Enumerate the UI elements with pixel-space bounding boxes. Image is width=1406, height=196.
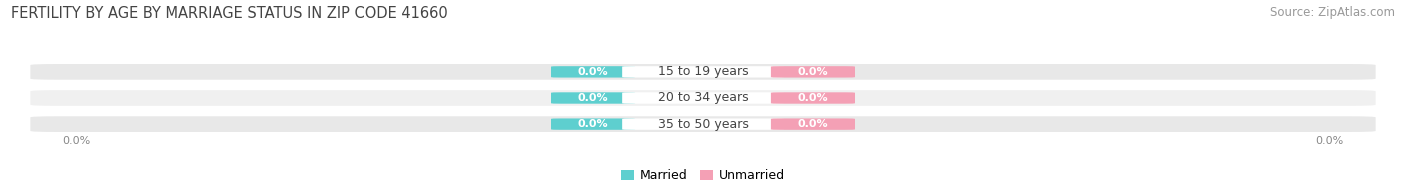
Text: 0.0%: 0.0% bbox=[578, 119, 609, 129]
FancyBboxPatch shape bbox=[31, 90, 1375, 106]
FancyBboxPatch shape bbox=[770, 92, 855, 104]
FancyBboxPatch shape bbox=[621, 92, 785, 104]
FancyBboxPatch shape bbox=[551, 92, 636, 104]
Legend: Married, Unmarried: Married, Unmarried bbox=[621, 169, 785, 182]
FancyBboxPatch shape bbox=[551, 66, 636, 78]
Text: 0.0%: 0.0% bbox=[797, 93, 828, 103]
FancyBboxPatch shape bbox=[31, 64, 1375, 80]
Text: 0.0%: 0.0% bbox=[797, 119, 828, 129]
Text: 0.0%: 0.0% bbox=[63, 136, 91, 146]
Text: 0.0%: 0.0% bbox=[1315, 136, 1343, 146]
Text: 35 to 50 years: 35 to 50 years bbox=[658, 118, 748, 131]
FancyBboxPatch shape bbox=[621, 66, 785, 78]
Text: 0.0%: 0.0% bbox=[578, 93, 609, 103]
Text: Source: ZipAtlas.com: Source: ZipAtlas.com bbox=[1270, 6, 1395, 19]
Text: 0.0%: 0.0% bbox=[797, 67, 828, 77]
Text: 0.0%: 0.0% bbox=[578, 67, 609, 77]
FancyBboxPatch shape bbox=[770, 66, 855, 78]
FancyBboxPatch shape bbox=[621, 118, 785, 130]
Text: 15 to 19 years: 15 to 19 years bbox=[658, 65, 748, 78]
FancyBboxPatch shape bbox=[770, 118, 855, 130]
FancyBboxPatch shape bbox=[31, 116, 1375, 132]
Text: 20 to 34 years: 20 to 34 years bbox=[658, 92, 748, 104]
FancyBboxPatch shape bbox=[551, 118, 636, 130]
Text: FERTILITY BY AGE BY MARRIAGE STATUS IN ZIP CODE 41660: FERTILITY BY AGE BY MARRIAGE STATUS IN Z… bbox=[11, 6, 449, 21]
